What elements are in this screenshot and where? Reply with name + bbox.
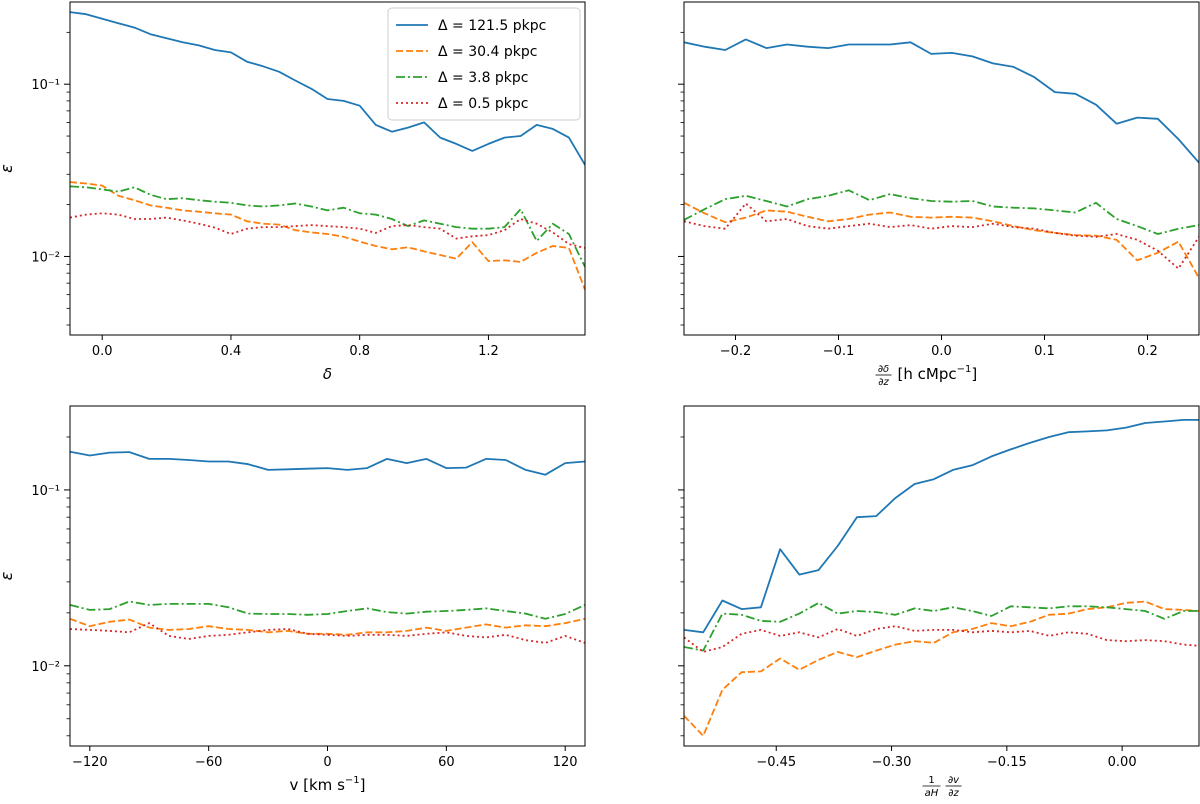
series-line-3 [684, 202, 1199, 270]
y-axis-label: ε [0, 164, 16, 173]
series-line-0 [70, 450, 585, 476]
x-axis-label: δ [323, 365, 332, 383]
x-label-sup: −1 [957, 364, 972, 375]
x-label-f2-bottom: ∂z [948, 788, 959, 799]
x-axis-label: ∂δ ∂z [h cMpc−1] [875, 364, 978, 388]
x-label-rest: [h cMpc−1] [898, 364, 978, 383]
x-label-f1-top: 1 [928, 775, 934, 786]
legend-label-1: Δ = 30.4 pkpc [438, 44, 537, 60]
x-tick-label: 120 [553, 755, 578, 770]
legend-label-3: Δ = 0.5 pkpc [438, 96, 529, 112]
x-tick-label: 0.00 [1108, 755, 1137, 770]
x-tick-label: 0.0 [931, 344, 952, 359]
panel-top-right: −0.2 −0.1 0.0 0.1 0.2 ∂δ ∂z [h cMpc−1] [678, 1, 1200, 388]
series-line-2 [684, 602, 1199, 652]
y-axis-label: ε [0, 571, 16, 580]
x-tick-label: −120 [72, 755, 108, 770]
series-line-1 [684, 600, 1199, 737]
x-label-rest-text: [h cMpc [898, 365, 957, 383]
x-label-main: v [km s [290, 776, 346, 794]
series-line-3 [70, 212, 585, 249]
series-line-0 [684, 418, 1199, 634]
x-label-f2-top: ∂v [948, 775, 960, 786]
series-line-2 [684, 189, 1199, 235]
series-line-1 [70, 617, 585, 636]
series-line-3 [684, 625, 1199, 653]
series-line-0 [684, 38, 1199, 164]
series-line-1 [684, 201, 1199, 279]
x-tick-label: 0.8 [349, 344, 370, 359]
y-tick-label: 10⁻¹ [31, 484, 60, 499]
x-label-close: ] [360, 776, 366, 794]
series-line-1 [70, 181, 585, 291]
x-tick-label: −0.15 [987, 755, 1027, 770]
axes-frame [683, 1, 1200, 336]
y-tick-label: 10⁻² [31, 660, 60, 675]
x-label-f1-bottom: aH [925, 788, 939, 799]
x-axis-label: v [km s−1] [290, 775, 366, 794]
axes-frame [69, 1, 586, 336]
legend-label-0: Δ = 121.5 pkpc [438, 18, 546, 34]
legend-box [387, 7, 581, 121]
legend-label-2: Δ = 3.8 pkpc [438, 70, 529, 86]
panel-bottom-left: −120 −60 0 60 120 10⁻¹ 10⁻² ε v [km s−1] [0, 405, 586, 794]
x-tick-label: 0.0 [92, 344, 113, 359]
x-label-sup: −1 [345, 775, 360, 786]
legend: Δ = 121.5 pkpc Δ = 30.4 pkpc Δ = 3.8 pkpc Δ… [387, 7, 581, 121]
series-line-0 [70, 11, 585, 166]
x-tick-label: −0.1 [823, 344, 855, 359]
y-tick-label: 10⁻² [31, 250, 60, 265]
y-tick-label: 10⁻¹ [31, 78, 60, 93]
series-line-2 [70, 185, 585, 268]
x-tick-label: 0.4 [221, 344, 242, 359]
x-tick-label: 1.2 [478, 344, 499, 359]
x-label-frac-bottom: ∂z [878, 377, 889, 388]
series-line-2 [70, 600, 585, 620]
x-tick-label: 60 [438, 755, 455, 770]
x-label-close: ] [971, 365, 977, 383]
x-tick-label: 0 [323, 755, 331, 770]
x-axis-label: 1 aH ∂v ∂z [922, 775, 962, 799]
x-tick-label: −60 [195, 755, 222, 770]
x-tick-label: 0.2 [1137, 344, 1158, 359]
x-tick-label: −0.45 [756, 755, 796, 770]
axes-frame [683, 405, 1200, 747]
panel-bottom-right: −0.45 −0.30 −0.15 0.00 1 aH ∂v ∂z [678, 405, 1200, 799]
x-label-frac-top: ∂δ [878, 364, 889, 375]
x-tick-label: −0.2 [720, 344, 752, 359]
x-tick-label: −0.30 [872, 755, 912, 770]
x-tick-label: 0.1 [1034, 344, 1055, 359]
axes-frame [69, 405, 586, 747]
